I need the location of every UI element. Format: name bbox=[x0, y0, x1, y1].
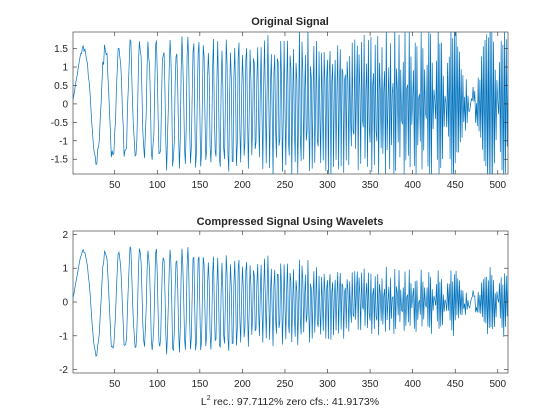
signal-line bbox=[73, 246, 508, 358]
x-tick-label: 400 bbox=[404, 180, 421, 191]
y-tick-label: 0 bbox=[62, 298, 68, 309]
chart-title-original: Original Signal bbox=[251, 16, 329, 28]
x-ticks-compressed: 50 100 150 200 250 300 350 400 450 500 bbox=[109, 231, 507, 390]
y-tick-label: 1 bbox=[62, 63, 68, 74]
y-tick-label: -1 bbox=[59, 136, 68, 147]
y-tick-label: 1 bbox=[62, 264, 68, 275]
y-tick-label: 0 bbox=[62, 99, 68, 110]
y-ticks-compressed: -2 -1 0 1 2 bbox=[59, 230, 508, 376]
x-tick-label: 250 bbox=[277, 379, 294, 390]
y-tick-label: 0.5 bbox=[54, 81, 68, 92]
y-ticks-original: -1.5 -1 -0.5 0 0.5 1 1.5 bbox=[51, 44, 508, 166]
x-tick-label: 400 bbox=[404, 379, 421, 390]
x-tick-label: 350 bbox=[362, 180, 379, 191]
x-tick-label: 150 bbox=[191, 180, 208, 191]
x-tick-label: 450 bbox=[447, 379, 464, 390]
y-tick-label: 1.5 bbox=[54, 44, 68, 55]
xlabel-prefix: L bbox=[201, 396, 207, 408]
y-tick-label: 2 bbox=[62, 230, 68, 241]
chart-title-compressed: Compressed Signal Using Wavelets bbox=[197, 216, 384, 228]
x-tick-label: 450 bbox=[447, 180, 464, 191]
x-tick-label: 100 bbox=[149, 180, 166, 191]
y-tick-label: -2 bbox=[59, 365, 68, 376]
x-tick-label: 250 bbox=[277, 180, 294, 191]
y-tick-label: -1.5 bbox=[51, 155, 69, 166]
x-ticks-original: 50 100 150 200 250 300 350 400 450 500 bbox=[109, 32, 507, 191]
x-tick-label: 200 bbox=[234, 180, 251, 191]
xlabel-text: rec.: 97.7112% zero cfs.: 41.9173% bbox=[211, 396, 380, 408]
x-tick-label: 350 bbox=[362, 379, 379, 390]
xlabel-superscript: 2 bbox=[207, 395, 211, 402]
x-tick-label: 300 bbox=[319, 180, 336, 191]
x-tick-label: 200 bbox=[234, 379, 251, 390]
x-tick-label: 300 bbox=[319, 379, 336, 390]
axes-frame-original bbox=[72, 31, 509, 175]
x-tick-label: 50 bbox=[109, 180, 121, 191]
x-tick-label: 500 bbox=[489, 180, 506, 191]
x-tick-label: 50 bbox=[109, 379, 121, 390]
x-tick-label: 100 bbox=[149, 379, 166, 390]
x-axis-label: L2 rec.: 97.7112% zero cfs.: 41.9173% bbox=[201, 395, 379, 408]
y-tick-label: -0.5 bbox=[51, 118, 69, 129]
y-tick-label: -1 bbox=[59, 331, 68, 342]
signal-line bbox=[73, 32, 508, 174]
x-tick-label: 500 bbox=[489, 379, 506, 390]
axes-compressed-signal: Compressed Signal Using Wavelets 50 100 15… bbox=[59, 216, 509, 408]
x-tick-label: 150 bbox=[191, 379, 208, 390]
plot-area-original bbox=[73, 32, 508, 174]
plot-area-compressed bbox=[73, 246, 508, 358]
axes-original-signal: Original Signal 50 100 150 200 250 300 350 400 4… bbox=[51, 16, 509, 191]
